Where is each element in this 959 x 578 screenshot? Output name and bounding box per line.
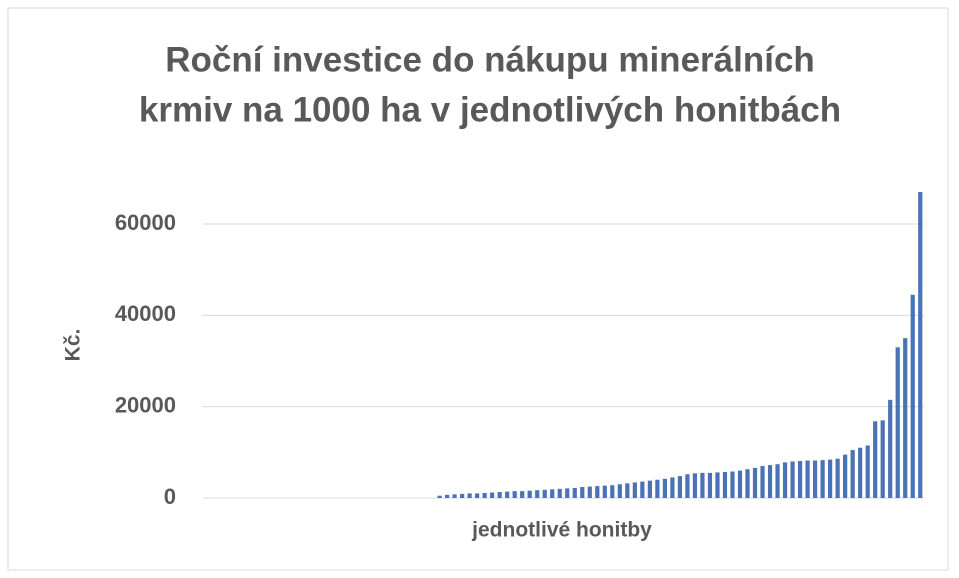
bar — [700, 472, 705, 498]
bar — [715, 472, 720, 498]
bar — [542, 489, 547, 498]
bar — [490, 492, 495, 498]
bar — [512, 491, 517, 498]
bar — [520, 491, 525, 498]
bar — [722, 471, 728, 498]
bar — [527, 490, 532, 498]
bar — [745, 469, 750, 498]
bar — [880, 420, 885, 498]
bar — [850, 450, 855, 498]
bar — [873, 421, 878, 498]
bar — [595, 486, 600, 498]
bar — [692, 473, 698, 498]
bar — [670, 477, 675, 498]
bar — [662, 478, 667, 498]
bar — [535, 490, 540, 498]
bar — [685, 474, 690, 498]
bar — [820, 460, 825, 498]
bar — [910, 294, 915, 498]
bar — [460, 493, 465, 498]
bar — [888, 399, 893, 498]
bar — [557, 488, 562, 498]
bar — [640, 481, 645, 498]
bar — [625, 483, 630, 498]
y-tick-label: 60000 — [115, 210, 176, 235]
bar — [505, 491, 510, 498]
bar — [550, 489, 555, 498]
bar — [475, 493, 480, 498]
bar — [737, 470, 743, 498]
bar — [587, 486, 592, 498]
bar — [655, 479, 660, 498]
bar — [565, 488, 570, 498]
bar — [865, 445, 870, 498]
bar — [707, 472, 713, 498]
bar — [610, 485, 615, 498]
bar — [647, 480, 652, 498]
bar — [632, 482, 637, 498]
bar — [437, 495, 442, 498]
y-tick-label: 0 — [164, 484, 176, 509]
bar — [730, 471, 735, 498]
bar — [835, 458, 840, 498]
bar — [775, 464, 780, 498]
bar — [452, 494, 457, 498]
bar — [828, 459, 833, 498]
bar — [895, 347, 900, 498]
bar — [572, 487, 577, 498]
bar — [782, 462, 788, 498]
bar — [444, 494, 450, 498]
bar — [760, 466, 765, 498]
chart-title: krmiv na 1000 ha v jednotlivých honitbác… — [139, 90, 841, 129]
y-tick-label: 20000 — [115, 392, 176, 417]
bar — [467, 493, 472, 498]
y-axis-label: Kč. — [62, 329, 85, 362]
bar — [497, 492, 502, 498]
bar — [790, 461, 795, 498]
bar — [903, 338, 908, 498]
x-axis-label: jednotlivé honitby — [471, 519, 652, 542]
bar — [858, 447, 863, 498]
bar — [617, 484, 622, 498]
bar — [843, 454, 848, 498]
bar — [482, 492, 487, 498]
bar — [767, 465, 773, 498]
bar — [677, 476, 683, 498]
bar — [812, 460, 818, 498]
bar — [602, 485, 607, 498]
bar — [797, 461, 803, 498]
bar — [580, 487, 585, 498]
y-tick-label: 40000 — [115, 301, 176, 326]
chart-title: Roční investice do nákupu minerálních — [165, 40, 815, 79]
bar — [752, 467, 758, 498]
bar — [805, 460, 810, 498]
bar — [918, 192, 923, 499]
